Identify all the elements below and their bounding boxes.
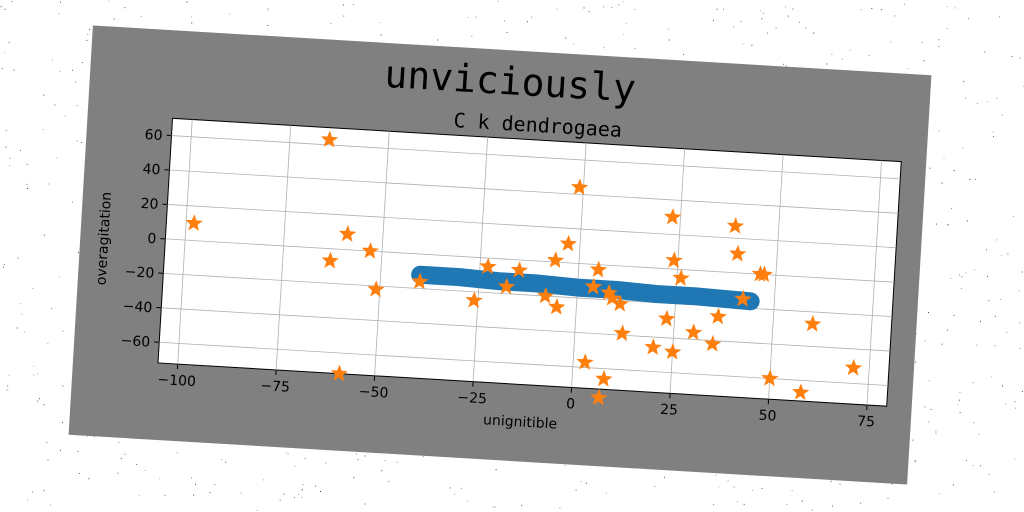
x-tick-label: −100 xyxy=(157,372,196,390)
chart-figure: −100 −75 −50 −25 0 25 50 75 −60 −40 −20 0 20 40 60 un… xyxy=(68,25,932,485)
star-point xyxy=(465,291,483,309)
star-point xyxy=(844,358,863,376)
x-tick-label: 25 xyxy=(660,402,679,419)
star-point xyxy=(589,260,608,278)
gridlines xyxy=(159,119,901,406)
x-axis-ticks: −100 −75 −50 −25 0 25 50 75 xyxy=(157,364,876,431)
scatter-chart: −100 −75 −50 −25 0 25 50 75 −60 −40 −20 0 20 40 60 un… xyxy=(94,52,902,433)
star-point xyxy=(546,251,565,269)
y-axis-label: overagitation xyxy=(94,191,116,285)
star-point xyxy=(804,314,822,332)
star-point xyxy=(672,269,690,286)
star-point xyxy=(658,309,676,327)
y-gridline xyxy=(161,307,891,352)
chart-title: unviciously xyxy=(383,52,637,111)
x-axis-label: unignitible xyxy=(483,412,558,432)
x-tick-label: −50 xyxy=(358,384,388,402)
star-point xyxy=(595,369,613,387)
y-gridline xyxy=(169,169,899,214)
y-tick-label: 20 xyxy=(140,196,159,213)
y-tick-label: −40 xyxy=(122,299,152,317)
star-point xyxy=(611,294,629,312)
star-point xyxy=(497,277,516,295)
star-point xyxy=(571,178,589,196)
x-gridline xyxy=(866,160,882,406)
star-point xyxy=(684,323,703,341)
x-gridline xyxy=(768,154,784,400)
star-point xyxy=(664,208,682,225)
star-point xyxy=(613,324,632,342)
x-gridline xyxy=(374,131,390,376)
star-point xyxy=(590,388,608,406)
x-tick-label: 75 xyxy=(857,413,876,430)
star-point xyxy=(603,289,622,306)
y-tick-label: −20 xyxy=(124,264,154,282)
star-point xyxy=(644,338,662,356)
star-point xyxy=(185,214,203,231)
y-tick-label: 60 xyxy=(144,127,163,144)
y-tick-label: 0 xyxy=(147,231,157,248)
star-point xyxy=(584,277,603,295)
y-gridline xyxy=(167,204,897,249)
y-axis-ticks: −60 −40 −20 0 20 40 60 xyxy=(120,127,172,351)
y-gridline xyxy=(171,135,901,180)
star-point xyxy=(330,364,349,382)
series-line xyxy=(411,265,760,311)
star-point xyxy=(510,261,529,278)
star-point xyxy=(559,234,578,252)
x-gridline xyxy=(472,137,489,382)
star-point xyxy=(321,251,339,269)
star-point xyxy=(792,383,810,401)
star-point xyxy=(536,286,555,304)
star-point xyxy=(320,130,339,148)
y-gridline xyxy=(165,238,895,283)
star-point xyxy=(755,265,773,283)
x-tick-label: −25 xyxy=(457,390,487,408)
star-point xyxy=(361,241,380,259)
series-line-group xyxy=(411,265,760,311)
star-point xyxy=(411,272,429,290)
star-point xyxy=(664,342,682,360)
x-gridline xyxy=(177,119,193,365)
star-point xyxy=(761,369,779,387)
star-point xyxy=(709,307,727,325)
y-gridline xyxy=(163,272,893,318)
star-point xyxy=(338,225,357,242)
series-stars-group xyxy=(185,130,863,406)
x-tick-label: 0 xyxy=(566,396,576,413)
y-tick-label: −60 xyxy=(120,333,150,351)
star-point xyxy=(729,244,747,262)
star-point xyxy=(479,257,497,275)
x-gridline xyxy=(571,142,587,388)
x-tick-label: 50 xyxy=(758,408,777,425)
star-point xyxy=(367,280,385,298)
plot-area xyxy=(157,117,902,407)
y-tick-label: 40 xyxy=(142,161,161,178)
x-gridline xyxy=(275,125,292,370)
star-point xyxy=(665,251,683,269)
x-tick-label: −75 xyxy=(260,378,290,396)
star-point xyxy=(704,334,722,352)
star-point xyxy=(734,290,752,307)
star-point xyxy=(548,297,566,315)
star-point xyxy=(726,216,745,234)
star-point xyxy=(576,353,594,371)
